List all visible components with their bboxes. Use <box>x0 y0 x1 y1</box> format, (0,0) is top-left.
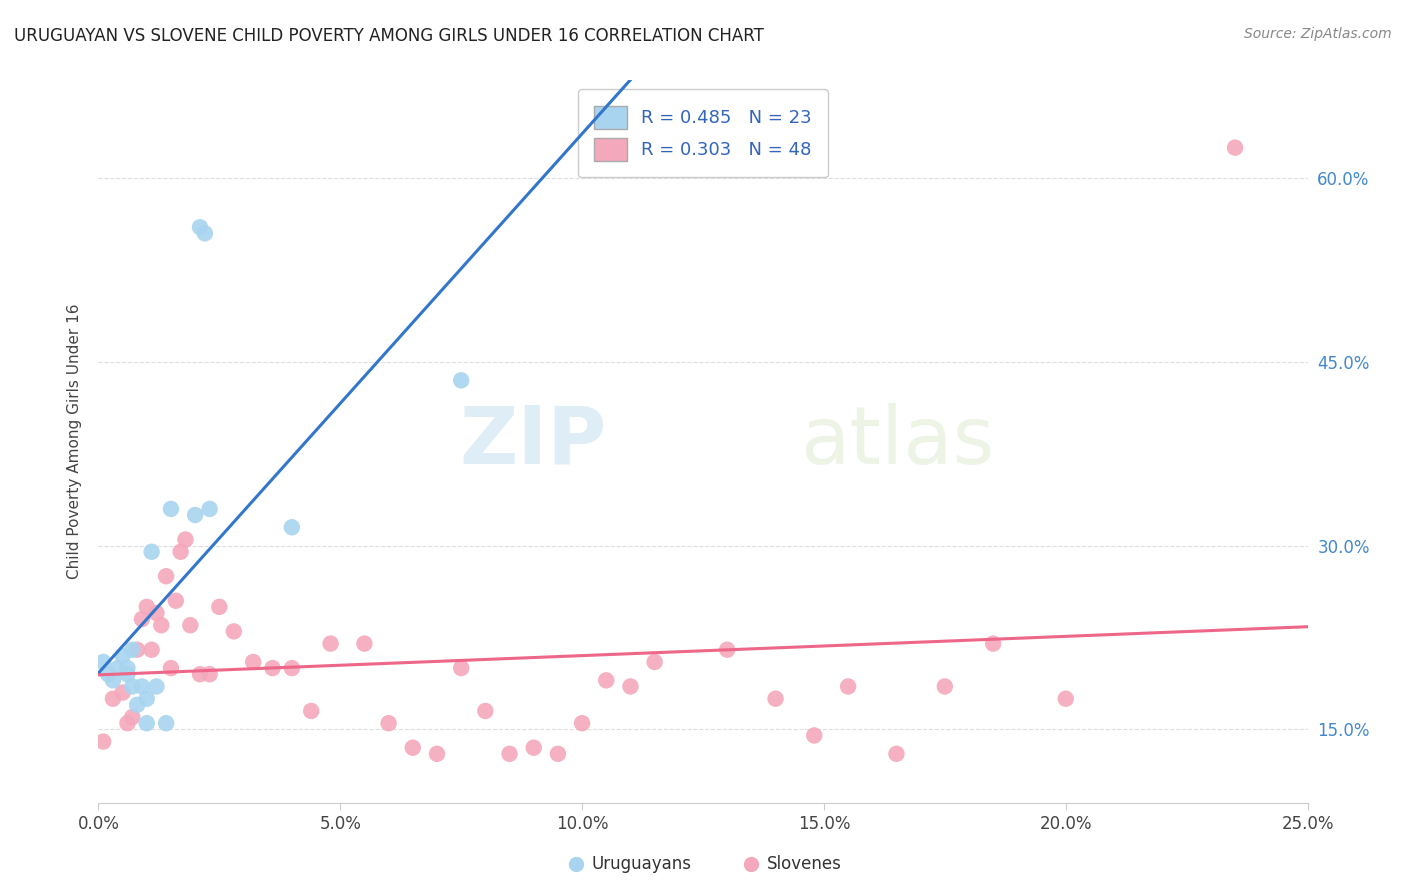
Point <box>174 533 197 547</box>
Point <box>547 747 569 761</box>
Point <box>135 691 157 706</box>
Point <box>377 716 399 731</box>
Point <box>135 716 157 731</box>
Point <box>523 740 546 755</box>
Point <box>160 661 183 675</box>
Point <box>402 740 425 755</box>
Point <box>111 648 134 663</box>
Point <box>981 637 1004 651</box>
Point <box>121 680 143 694</box>
Point <box>644 655 666 669</box>
Point <box>1223 141 1246 155</box>
Text: Slovenes: Slovenes <box>768 855 842 873</box>
Point <box>934 680 956 694</box>
Point <box>188 220 211 235</box>
Point <box>765 691 787 706</box>
Point <box>150 618 173 632</box>
Point <box>242 655 264 669</box>
Point <box>450 373 472 387</box>
Point <box>117 661 139 675</box>
Point <box>837 680 859 694</box>
Point <box>165 593 187 607</box>
Point <box>198 667 221 681</box>
Point <box>299 704 322 718</box>
Text: atlas: atlas <box>800 402 994 481</box>
Point <box>184 508 207 522</box>
Point <box>145 680 167 694</box>
Point <box>97 667 120 681</box>
Point <box>474 704 496 718</box>
Point <box>131 612 153 626</box>
Point <box>886 747 908 761</box>
Point <box>135 599 157 614</box>
Point <box>188 667 211 681</box>
Text: ZIP: ZIP <box>458 402 606 481</box>
Point <box>169 545 191 559</box>
Point <box>121 710 143 724</box>
Point <box>107 661 129 675</box>
Point <box>91 734 114 748</box>
Point <box>281 520 304 534</box>
Point <box>319 637 342 651</box>
Text: Uruguayans: Uruguayans <box>592 855 692 873</box>
Point <box>155 569 177 583</box>
Text: URUGUAYAN VS SLOVENE CHILD POVERTY AMONG GIRLS UNDER 16 CORRELATION CHART: URUGUAYAN VS SLOVENE CHILD POVERTY AMONG… <box>14 27 763 45</box>
Legend: R = 0.485   N = 23, R = 0.303   N = 48: R = 0.485 N = 23, R = 0.303 N = 48 <box>578 89 828 178</box>
Point <box>222 624 245 639</box>
Point <box>1054 691 1077 706</box>
Point <box>498 747 520 761</box>
Point <box>198 502 221 516</box>
Point <box>91 655 114 669</box>
Point <box>141 642 163 657</box>
Text: Source: ZipAtlas.com: Source: ZipAtlas.com <box>1244 27 1392 41</box>
Point <box>117 716 139 731</box>
Point <box>117 667 139 681</box>
Point <box>450 661 472 675</box>
Point <box>716 642 738 657</box>
Point <box>619 680 641 694</box>
Point <box>111 685 134 699</box>
Point <box>803 728 825 742</box>
Point <box>595 673 617 688</box>
Point <box>141 545 163 559</box>
Point <box>353 637 375 651</box>
Point <box>160 502 183 516</box>
Point <box>127 642 149 657</box>
Point <box>121 642 143 657</box>
Point <box>101 691 124 706</box>
Point <box>571 716 593 731</box>
Point <box>101 673 124 688</box>
Point <box>262 661 284 675</box>
Point <box>194 227 217 241</box>
Y-axis label: Child Poverty Among Girls Under 16: Child Poverty Among Girls Under 16 <box>66 304 82 579</box>
Point <box>426 747 449 761</box>
Point <box>145 606 167 620</box>
Point <box>208 599 231 614</box>
Point <box>127 698 149 712</box>
Point <box>131 680 153 694</box>
Point <box>155 716 177 731</box>
Point <box>179 618 201 632</box>
Point <box>281 661 304 675</box>
